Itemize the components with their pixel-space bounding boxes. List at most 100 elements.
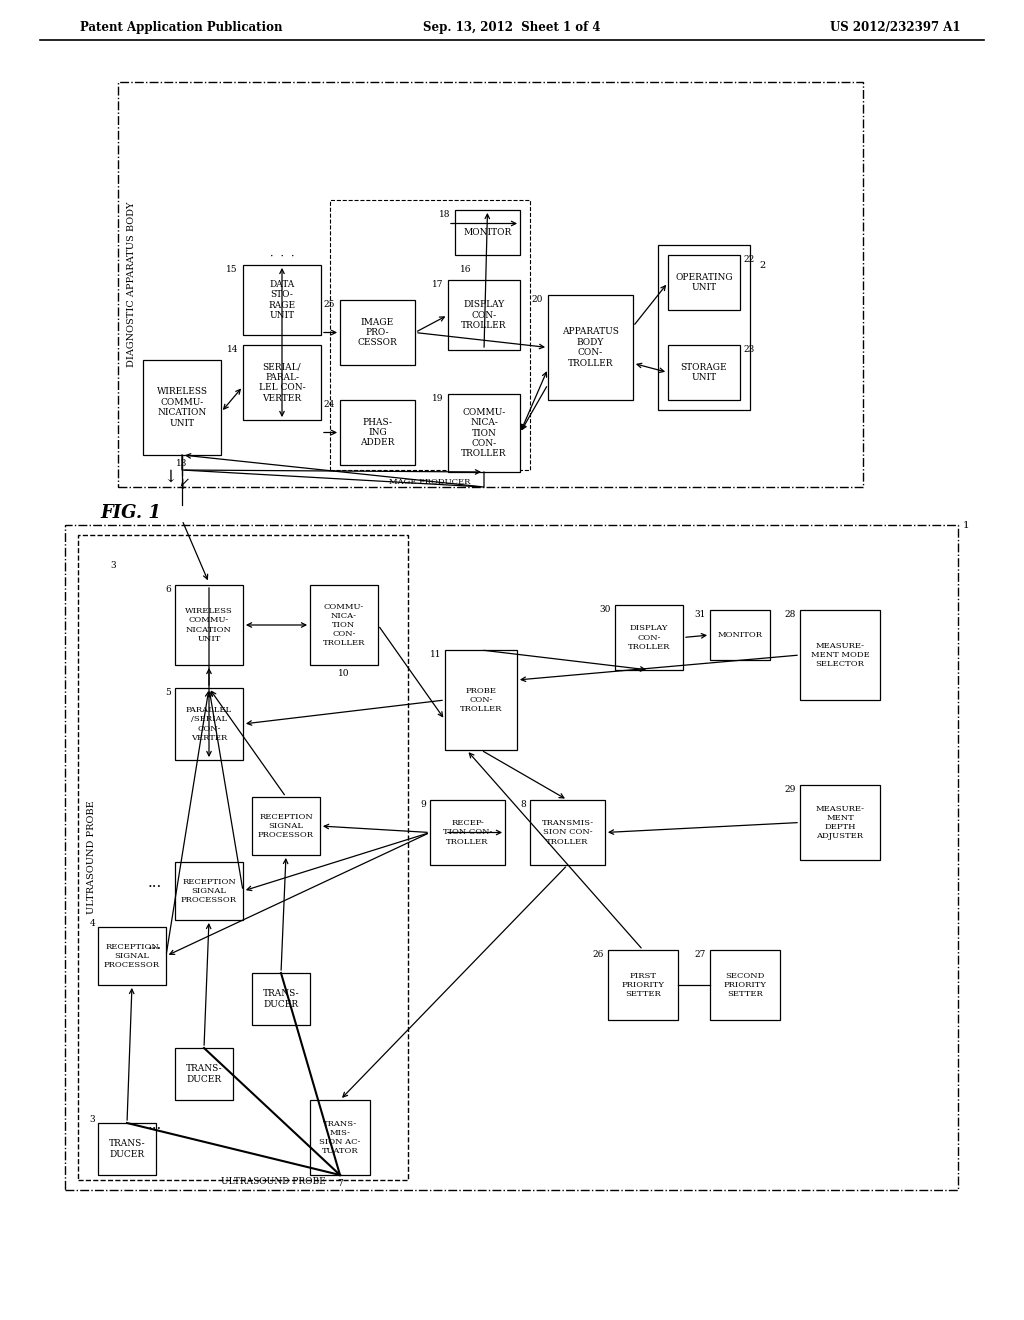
FancyBboxPatch shape xyxy=(710,950,780,1020)
Text: 2: 2 xyxy=(759,260,765,269)
Text: MEASURE-
MENT MODE
SELECTOR: MEASURE- MENT MODE SELECTOR xyxy=(811,642,869,668)
Text: APPARATUS
BODY
CON-
TROLLER: APPARATUS BODY CON- TROLLER xyxy=(562,327,618,367)
Text: 15: 15 xyxy=(226,265,238,275)
Text: DIAGNOSTIC APPARATUS BODY: DIAGNOSTIC APPARATUS BODY xyxy=(127,202,135,367)
Text: 3: 3 xyxy=(111,561,116,569)
FancyBboxPatch shape xyxy=(710,610,770,660)
FancyBboxPatch shape xyxy=(175,688,243,760)
Text: 4: 4 xyxy=(89,919,95,928)
Text: ULTRASOUND PROBE: ULTRASOUND PROBE xyxy=(220,1177,326,1185)
FancyBboxPatch shape xyxy=(449,393,520,473)
FancyBboxPatch shape xyxy=(143,360,221,455)
Text: 26: 26 xyxy=(593,950,604,960)
Text: ·  ·  ·: · · · xyxy=(269,252,294,261)
Text: RECEPTION
SIGNAL
PROCESSOR: RECEPTION SIGNAL PROCESSOR xyxy=(104,942,160,969)
Text: 28: 28 xyxy=(784,610,796,619)
Text: US 2012/232397 A1: US 2012/232397 A1 xyxy=(829,21,961,33)
FancyBboxPatch shape xyxy=(98,927,166,985)
Text: PROBE
CON-
TROLLER: PROBE CON- TROLLER xyxy=(460,686,502,713)
FancyBboxPatch shape xyxy=(252,797,319,855)
Text: FIG. 1: FIG. 1 xyxy=(100,504,161,521)
Text: IMAGE
PRO-
CESSOR: IMAGE PRO- CESSOR xyxy=(357,318,397,347)
Text: ULTRASOUND PROBE: ULTRASOUND PROBE xyxy=(86,801,95,915)
FancyBboxPatch shape xyxy=(175,585,243,665)
Text: Sep. 13, 2012  Sheet 1 of 4: Sep. 13, 2012 Sheet 1 of 4 xyxy=(423,21,601,33)
FancyBboxPatch shape xyxy=(252,973,310,1026)
Text: 6: 6 xyxy=(165,585,171,594)
Text: TRANSMIS-
SION CON-
TROLLER: TRANSMIS- SION CON- TROLLER xyxy=(542,820,594,846)
Text: WIRELESS
COMMU-
NICATION
UNIT: WIRELESS COMMU- NICATION UNIT xyxy=(157,387,208,428)
Text: 19: 19 xyxy=(431,393,443,403)
Text: RECEPTION
SIGNAL
PROCESSOR: RECEPTION SIGNAL PROCESSOR xyxy=(258,813,314,840)
Text: PARALLEL
/SERIAL
CON-
VERTER: PARALLEL /SERIAL CON- VERTER xyxy=(186,706,232,742)
Text: FIRST
PRIORITY
SETTER: FIRST PRIORITY SETTER xyxy=(622,972,665,998)
FancyBboxPatch shape xyxy=(340,400,415,465)
Text: SECOND
PRIORITY
SETTER: SECOND PRIORITY SETTER xyxy=(724,972,767,998)
Text: ...: ... xyxy=(147,939,162,952)
Text: 8: 8 xyxy=(520,800,526,809)
Text: COMMU-
NICA-
TION
CON-
TROLLER: COMMU- NICA- TION CON- TROLLER xyxy=(323,603,366,647)
Text: MEASURE-
MENT
DEPTH
ADJUSTER: MEASURE- MENT DEPTH ADJUSTER xyxy=(815,805,864,841)
FancyBboxPatch shape xyxy=(449,280,520,350)
FancyBboxPatch shape xyxy=(800,785,880,861)
FancyBboxPatch shape xyxy=(548,294,633,400)
FancyBboxPatch shape xyxy=(243,265,321,335)
Text: COMMU-
NICA-
TION
CON-
TROLLER: COMMU- NICA- TION CON- TROLLER xyxy=(461,408,507,458)
Text: MAGE PRODUCER: MAGE PRODUCER xyxy=(389,478,471,486)
Text: ↓: ↓ xyxy=(163,469,177,486)
Text: MONITOR: MONITOR xyxy=(464,228,512,238)
Text: TRANS-
DUCER: TRANS- DUCER xyxy=(263,989,299,1008)
FancyBboxPatch shape xyxy=(175,862,243,920)
Text: TRANS-
DUCER: TRANS- DUCER xyxy=(185,1064,222,1084)
Text: ...: ... xyxy=(147,876,162,890)
FancyBboxPatch shape xyxy=(455,210,520,255)
Text: 25: 25 xyxy=(324,300,335,309)
Text: 14: 14 xyxy=(226,345,238,354)
Text: 13: 13 xyxy=(176,459,187,469)
FancyBboxPatch shape xyxy=(668,255,740,310)
Text: RECEP-
TION CON-
TROLLER: RECEP- TION CON- TROLLER xyxy=(442,820,493,846)
Text: 30: 30 xyxy=(600,605,611,614)
Text: Patent Application Publication: Patent Application Publication xyxy=(80,21,283,33)
Text: 11: 11 xyxy=(429,649,441,659)
Text: 16: 16 xyxy=(460,265,472,275)
FancyBboxPatch shape xyxy=(530,800,605,865)
Text: ↙: ↙ xyxy=(179,477,190,490)
FancyBboxPatch shape xyxy=(310,1100,370,1175)
Text: DATA
STO-
RAGE
UNIT: DATA STO- RAGE UNIT xyxy=(268,280,296,321)
Text: 9: 9 xyxy=(420,800,426,809)
Text: DISPLAY
CON-
TROLLER: DISPLAY CON- TROLLER xyxy=(628,624,670,651)
Text: PHAS-
ING
ADDER: PHAS- ING ADDER xyxy=(360,417,394,447)
Text: MONITOR: MONITOR xyxy=(718,631,763,639)
Text: 31: 31 xyxy=(694,610,706,619)
Text: ↓: ↓ xyxy=(176,478,187,492)
Text: 24: 24 xyxy=(324,400,335,409)
Text: OPERATING
UNIT: OPERATING UNIT xyxy=(675,273,733,292)
FancyBboxPatch shape xyxy=(615,605,683,671)
Text: ...: ... xyxy=(147,1118,162,1133)
FancyBboxPatch shape xyxy=(430,800,505,865)
Text: 29: 29 xyxy=(784,785,796,795)
FancyBboxPatch shape xyxy=(310,585,378,665)
Text: 27: 27 xyxy=(694,950,706,960)
Text: 23: 23 xyxy=(743,345,755,354)
Text: 3: 3 xyxy=(89,1114,95,1123)
Text: 5: 5 xyxy=(165,688,171,697)
FancyBboxPatch shape xyxy=(445,649,517,750)
Text: 20: 20 xyxy=(531,294,543,304)
Text: RECEPTION
SIGNAL
PROCESSOR: RECEPTION SIGNAL PROCESSOR xyxy=(181,878,237,904)
FancyBboxPatch shape xyxy=(340,300,415,366)
FancyBboxPatch shape xyxy=(175,1048,233,1100)
Text: 22: 22 xyxy=(743,255,755,264)
FancyBboxPatch shape xyxy=(98,1123,156,1175)
Text: 18: 18 xyxy=(438,210,450,219)
FancyBboxPatch shape xyxy=(668,345,740,400)
Text: 10: 10 xyxy=(338,668,350,677)
Text: SERIAL/
PARAL-
LEL CON-
VERTER: SERIAL/ PARAL- LEL CON- VERTER xyxy=(259,363,305,403)
Text: 17: 17 xyxy=(431,280,443,289)
FancyBboxPatch shape xyxy=(800,610,880,700)
Text: DISPLAY
CON-
TROLLER: DISPLAY CON- TROLLER xyxy=(461,300,507,330)
FancyBboxPatch shape xyxy=(608,950,678,1020)
Text: 7: 7 xyxy=(337,1179,343,1188)
Text: TRANS-
MIS-
SION AC-
TUATOR: TRANS- MIS- SION AC- TUATOR xyxy=(319,1119,360,1155)
